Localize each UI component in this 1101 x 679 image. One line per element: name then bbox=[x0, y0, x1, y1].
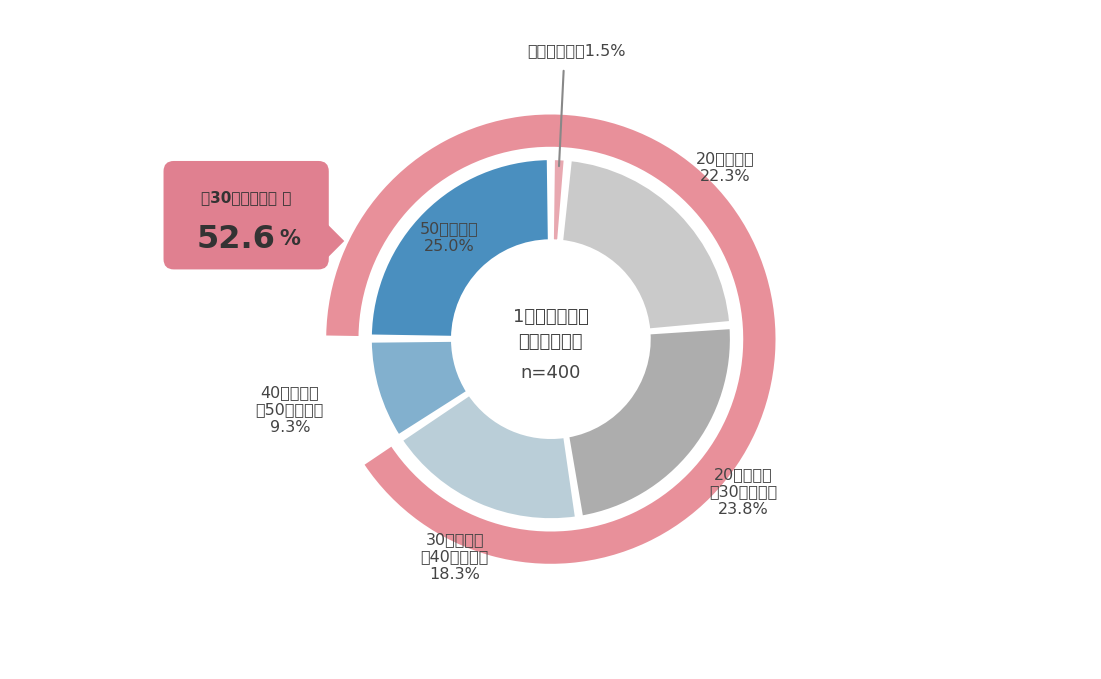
Text: 40時間以上
〜50時間未満
9.3%: 40時間以上 〜50時間未満 9.3% bbox=[255, 384, 324, 434]
Text: 50時間以上
25.0%: 50時間以上 25.0% bbox=[419, 221, 478, 253]
Text: 30時間以上
〜40時間未満
18.3%: 30時間以上 〜40時間未満 18.3% bbox=[421, 532, 489, 581]
Text: 20時間以上
〜30時間未満
23.8%: 20時間以上 〜30時間未満 23.8% bbox=[709, 466, 777, 516]
Wedge shape bbox=[370, 159, 549, 338]
Wedge shape bbox=[567, 328, 731, 517]
Wedge shape bbox=[326, 115, 775, 564]
Text: 在宅増加時間: 在宅増加時間 bbox=[519, 333, 582, 351]
Circle shape bbox=[453, 242, 648, 437]
Wedge shape bbox=[370, 340, 468, 437]
Wedge shape bbox=[562, 160, 730, 331]
FancyBboxPatch shape bbox=[163, 162, 328, 270]
Wedge shape bbox=[552, 159, 565, 242]
Text: 「30時間以上」 計: 「30時間以上」 計 bbox=[200, 190, 291, 205]
Text: 増えていない1.5%: 増えていない1.5% bbox=[527, 43, 625, 58]
Text: n=400: n=400 bbox=[521, 364, 580, 382]
Text: 52.6: 52.6 bbox=[196, 223, 275, 255]
Text: 1週間当たりの: 1週間当たりの bbox=[513, 308, 588, 325]
Polygon shape bbox=[318, 216, 344, 268]
Text: %: % bbox=[280, 229, 301, 249]
Wedge shape bbox=[401, 394, 576, 520]
Text: 20時間未満
22.3%: 20時間未満 22.3% bbox=[696, 151, 754, 184]
